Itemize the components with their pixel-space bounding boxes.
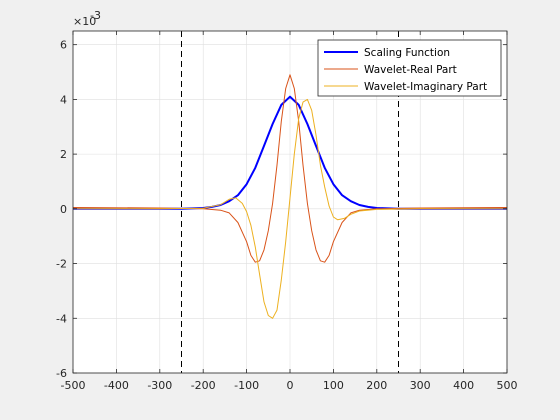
series-lines	[72, 74, 508, 319]
x-tick-label: 0	[287, 379, 294, 392]
x-tick-label: -100	[234, 379, 259, 392]
x-tick-label: -400	[104, 379, 129, 392]
x-tick-label: -500	[61, 379, 86, 392]
x-tick-label: -200	[191, 379, 216, 392]
x-tick-labels: -500 -400 -300 -200 -100 0 100 200 300 400 500	[61, 379, 518, 392]
y-exponent-base: ×10	[73, 15, 96, 28]
y-tick-label: 0	[60, 203, 67, 216]
y-tick-label: 6	[60, 39, 67, 52]
legend-label-0: Scaling Function	[364, 47, 450, 59]
x-tick-label: 300	[410, 379, 431, 392]
legend: Scaling Function Wavelet-Real Part Wavelet…	[317, 39, 502, 97]
y-tick-labels: -6 -4 -2 0 2 4 6	[56, 39, 67, 380]
vertical-dashed-lines	[181, 31, 399, 373]
legend-label-1: Wavelet-Real Part	[364, 64, 457, 76]
series-line-1	[72, 74, 508, 263]
y-tick-label: -2	[56, 258, 67, 271]
y-exponent-power: -3	[90, 9, 101, 22]
y-tick-label: 2	[60, 148, 67, 161]
x-tick-label: 100	[323, 379, 344, 392]
x-tick-label: 200	[366, 379, 387, 392]
x-tick-label: -300	[147, 379, 172, 392]
legend-box	[317, 39, 502, 97]
series-line-2	[73, 98, 507, 319]
x-tick-label: 500	[497, 379, 518, 392]
x-tick-label: 400	[453, 379, 474, 392]
legend-label-2: Wavelet-Imaginary Part	[364, 81, 487, 93]
y-tick-label: -4	[56, 312, 67, 325]
ticks	[72, 31, 508, 374]
y-tick-label: -6	[56, 367, 67, 380]
y-tick-label: 4	[60, 93, 67, 106]
